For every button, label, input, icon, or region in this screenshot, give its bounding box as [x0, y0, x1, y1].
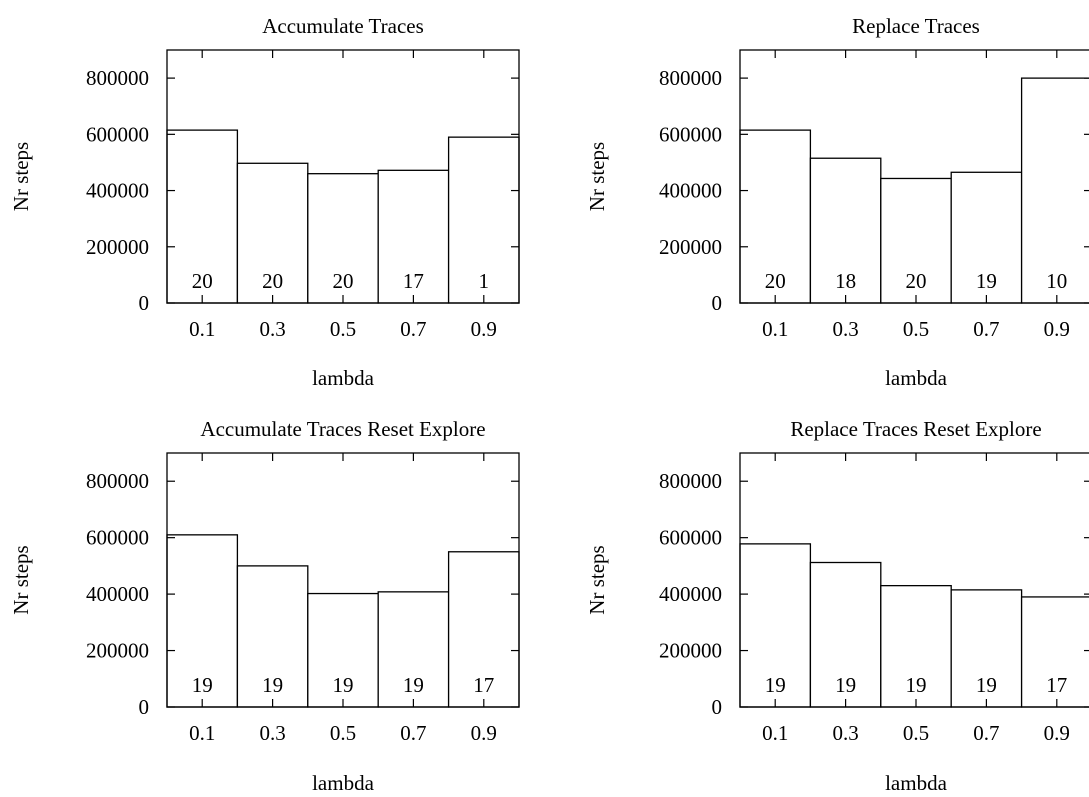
x-tick-label: 0.3	[259, 317, 285, 341]
x-tick-label: 0.5	[330, 317, 356, 341]
x-tick-label: 0.9	[471, 721, 497, 745]
y-tick-label: 0	[139, 291, 150, 315]
chart-panel-4: Replace Traces Reset Explore 19 19 19 19 17 0 2…	[585, 417, 1089, 795]
y-tick-label: 400000	[659, 582, 722, 606]
x-tick-label: 0.9	[1044, 317, 1070, 341]
x-tick-label: 0.7	[973, 721, 999, 745]
x-tick-label: 0.5	[330, 721, 356, 745]
bar-label: 20	[906, 269, 927, 293]
bar	[236, 162, 309, 304]
y-tick-label: 0	[712, 291, 723, 315]
bar	[809, 157, 882, 304]
y-tick-label: 800000	[86, 469, 149, 493]
y-tick-label: 600000	[659, 526, 722, 550]
y-axis-label: Nr steps	[9, 142, 33, 211]
x-tick-label: 0.3	[832, 317, 858, 341]
bar	[236, 565, 309, 708]
chart-title: Replace Traces Reset Explore	[790, 417, 1041, 441]
y-tick-label: 800000	[659, 66, 722, 90]
bar-label: 1	[479, 269, 490, 293]
x-tick-label: 0.7	[400, 721, 426, 745]
bar-label: 19	[976, 269, 997, 293]
y-axis-label: Nr steps	[9, 545, 33, 614]
y-tick-label: 200000	[659, 639, 722, 663]
bar	[166, 534, 239, 708]
y-tick-label: 0	[139, 695, 150, 719]
bar	[739, 543, 812, 708]
y-tick-label: 400000	[86, 582, 149, 606]
bar-label: 17	[403, 269, 424, 293]
x-tick-label: 0.7	[400, 317, 426, 341]
bar	[880, 584, 952, 708]
x-tick-label: 0.1	[762, 317, 788, 341]
y-axis-label: Nr steps	[585, 142, 609, 211]
chart-title: Accumulate Traces Reset Explore	[200, 417, 485, 441]
y-tick-label: 400000	[659, 179, 722, 203]
bar	[307, 592, 379, 708]
x-tick-label: 0.7	[973, 317, 999, 341]
bar	[739, 129, 812, 304]
bar-label: 19	[262, 673, 283, 697]
x-tick-label: 0.9	[1044, 721, 1070, 745]
bar-label: 18	[835, 269, 856, 293]
x-tick-label: 0.3	[832, 721, 858, 745]
bar-label: 10	[1046, 269, 1067, 293]
chart-title: Accumulate Traces	[262, 14, 424, 38]
y-axis-label: Nr steps	[585, 545, 609, 614]
bar	[166, 129, 239, 304]
bar	[880, 177, 952, 304]
y-tick-label: 600000	[86, 122, 149, 146]
bar-label: 19	[906, 673, 927, 697]
x-tick-label: 0.3	[259, 721, 285, 745]
y-tick-label: 400000	[86, 179, 149, 203]
chart-title: Replace Traces	[852, 14, 980, 38]
x-tick-label: 0.1	[189, 721, 215, 745]
y-tick-label: 600000	[86, 526, 149, 550]
bar-label: 19	[192, 673, 213, 697]
chart-panel-1: Accumulate Traces 20 20 20 17 1 0 200000 400000 6…	[9, 14, 520, 390]
x-axis-label: lambda	[312, 771, 374, 795]
x-tick-label: 0.5	[903, 317, 929, 341]
bar-label: 19	[835, 673, 856, 697]
bar-label: 17	[473, 673, 494, 697]
bar	[307, 173, 379, 304]
bar-label: 19	[765, 673, 786, 697]
bar-label: 17	[1046, 673, 1067, 697]
bar-label: 19	[976, 673, 997, 697]
x-axis-label: lambda	[885, 771, 947, 795]
bar-label: 20	[192, 269, 213, 293]
bar	[809, 561, 882, 708]
y-tick-label: 200000	[86, 235, 149, 259]
x-tick-label: 0.9	[471, 317, 497, 341]
bar-label: 20	[262, 269, 283, 293]
y-tick-label: 200000	[659, 235, 722, 259]
x-tick-label: 0.1	[762, 721, 788, 745]
y-tick-label: 600000	[659, 122, 722, 146]
bar-label: 20	[765, 269, 786, 293]
x-tick-label: 0.1	[189, 317, 215, 341]
bar	[377, 169, 450, 304]
bar-label: 20	[333, 269, 354, 293]
bar	[950, 589, 1023, 708]
bar-label: 19	[333, 673, 354, 697]
bar-label: 19	[403, 673, 424, 697]
y-tick-label: 800000	[659, 469, 722, 493]
chart-panel-3: Accumulate Traces Reset Explore 19 19 19 19 1…	[9, 417, 520, 795]
chart-panel-2: Replace Traces 20 18 20 19 10 0 200000 400000 600…	[585, 14, 1089, 390]
y-tick-label: 0	[712, 695, 723, 719]
bar	[377, 591, 450, 708]
bar	[447, 136, 520, 304]
y-tick-label: 800000	[86, 66, 149, 90]
y-tick-label: 200000	[86, 639, 149, 663]
x-axis-label: lambda	[312, 366, 374, 390]
x-tick-label: 0.5	[903, 721, 929, 745]
x-axis-label: lambda	[885, 366, 947, 390]
